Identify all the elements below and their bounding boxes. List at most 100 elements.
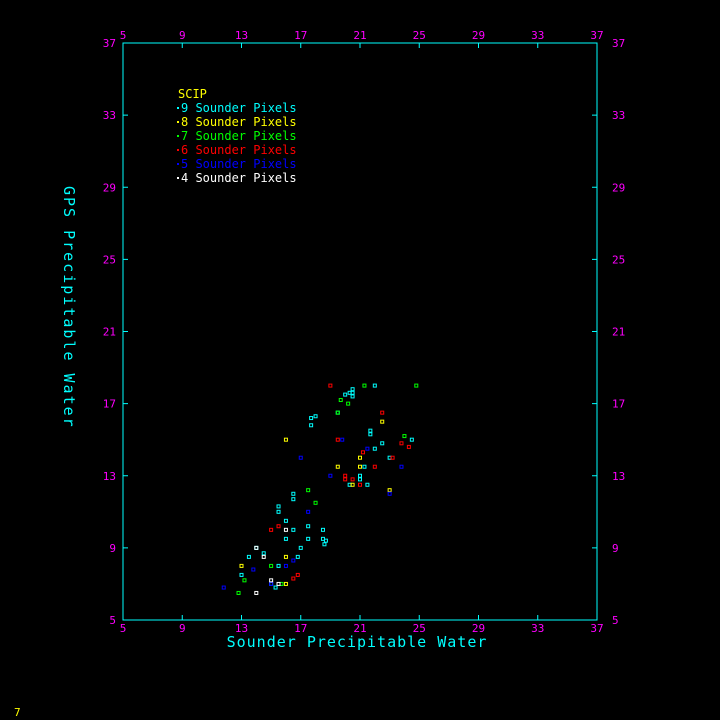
legend-entry-label: 4 Sounder Pixels xyxy=(181,171,297,185)
data-point xyxy=(283,518,288,523)
x-tick-label-bottom: 25 xyxy=(413,622,426,635)
data-point xyxy=(340,437,345,442)
data-point xyxy=(380,410,385,415)
tick-marks xyxy=(122,42,598,621)
x-tick-label-top: 21 xyxy=(353,29,366,42)
data-point xyxy=(291,491,296,496)
data-point xyxy=(236,590,241,595)
legend-marker xyxy=(177,107,179,109)
data-point xyxy=(221,585,226,590)
data-point xyxy=(298,545,303,550)
x-tick-label-bottom: 21 xyxy=(353,622,366,635)
y-tick-label-right: 33 xyxy=(612,109,625,122)
data-point xyxy=(328,473,333,478)
data-point xyxy=(276,509,281,514)
data-point xyxy=(335,437,340,442)
x-tick-label-top: 37 xyxy=(590,29,603,42)
data-point xyxy=(283,527,288,532)
y-tick-label-left: 33 xyxy=(103,109,116,122)
data-point xyxy=(372,446,377,451)
data-point xyxy=(273,585,278,590)
data-point xyxy=(343,473,348,478)
data-point xyxy=(358,477,362,482)
data-point xyxy=(350,390,355,395)
data-point xyxy=(328,383,333,388)
x-tick-label-bottom: 9 xyxy=(179,622,186,635)
legend-entry-label: 6 Sounder Pixels xyxy=(181,143,297,157)
data-point xyxy=(323,538,328,543)
x-tick-label-bottom: 13 xyxy=(235,622,248,635)
data-point xyxy=(358,482,362,487)
data-point xyxy=(313,500,318,505)
data-point xyxy=(390,455,395,460)
legend-title: SCIP xyxy=(178,87,207,101)
y-tick-label-right: 21 xyxy=(612,326,625,339)
legend-marker xyxy=(177,177,179,179)
data-point xyxy=(269,581,274,586)
data-point xyxy=(350,387,355,392)
data-point xyxy=(295,554,300,559)
data-point xyxy=(269,527,274,532)
y-tick-label-right: 5 xyxy=(612,614,619,627)
data-point xyxy=(269,578,274,583)
data-point xyxy=(295,572,300,577)
data-point xyxy=(358,455,362,460)
data-point xyxy=(320,527,325,532)
data-point xyxy=(309,423,314,428)
data-point xyxy=(406,444,411,449)
y-axis-label: GPS Precipitable Water xyxy=(60,186,78,429)
y-tick-label-left: 21 xyxy=(103,326,116,339)
y-tick-label-right: 17 xyxy=(612,398,625,411)
data-point xyxy=(350,482,355,487)
x-tick-label-bottom: 17 xyxy=(294,622,307,635)
data-point xyxy=(343,477,348,482)
data-point xyxy=(239,572,244,577)
data-point xyxy=(335,410,340,415)
legend-marker xyxy=(177,149,179,151)
legend-entry-label: 9 Sounder Pixels xyxy=(181,101,297,115)
data-point xyxy=(313,414,318,419)
data-point xyxy=(306,488,311,493)
data-point xyxy=(365,482,370,487)
y-tick-label-left: 5 xyxy=(109,614,116,627)
data-point xyxy=(254,590,259,595)
data-point xyxy=(283,581,288,586)
data-point xyxy=(283,536,288,541)
legend-entry-label: 7 Sounder Pixels xyxy=(181,129,297,143)
data-point xyxy=(276,563,281,568)
corner-label: 7 xyxy=(14,706,21,719)
data-point xyxy=(365,446,370,451)
data-point xyxy=(283,437,288,442)
data-point xyxy=(246,554,251,559)
x-tick-label-bottom: 37 xyxy=(590,622,603,635)
data-point xyxy=(372,464,377,469)
y-tick-label-left: 17 xyxy=(103,398,116,411)
data-point xyxy=(402,434,407,439)
x-tick-label-top: 13 xyxy=(235,29,248,42)
y-tick-label-right: 25 xyxy=(612,253,625,266)
legend-marker xyxy=(177,135,179,137)
data-point xyxy=(276,524,281,529)
data-point xyxy=(380,441,385,446)
data-point xyxy=(239,563,244,568)
data-point xyxy=(362,383,367,388)
data-point xyxy=(387,491,392,496)
data-point xyxy=(309,416,314,421)
data-point xyxy=(343,392,348,397)
data-point xyxy=(291,497,296,502)
data-point xyxy=(335,464,340,469)
data-point xyxy=(350,477,355,482)
data-point xyxy=(276,504,281,509)
x-tick-label-bottom: 29 xyxy=(472,622,485,635)
legend-marker xyxy=(177,163,179,165)
data-point xyxy=(414,383,419,388)
y-tick-label-right: 13 xyxy=(612,470,625,483)
data-point xyxy=(283,563,288,568)
y-tick-label-left: 9 xyxy=(109,542,116,555)
x-tick-label-top: 17 xyxy=(294,29,307,42)
x-tick-label-top: 9 xyxy=(179,29,186,42)
data-point xyxy=(346,401,351,406)
y-tick-label-left: 29 xyxy=(103,181,116,194)
data-point xyxy=(368,432,373,437)
